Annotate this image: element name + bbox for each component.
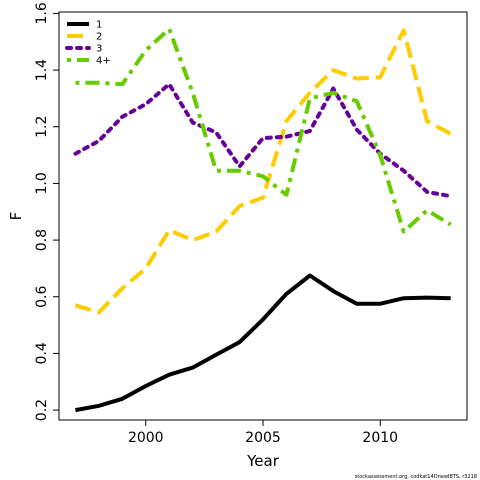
- y-tick-label: 0.8: [34, 229, 50, 251]
- legend-label-1: 1: [96, 20, 102, 31]
- x-tick-label: 2010: [362, 430, 398, 446]
- y-tick-label: 0.4: [34, 342, 50, 364]
- legend-label-3: 3: [96, 44, 102, 55]
- legend-label-4: 4+: [96, 56, 111, 67]
- series-line-3: [73, 82, 453, 199]
- series-line-2: [74, 28, 452, 315]
- y-axis: 0.2 0.4 0.6 0.8 1.0 1.2 1.4 1.6: [34, 2, 59, 421]
- series-line-1: [75, 273, 451, 413]
- series-layer: [73, 27, 453, 413]
- plot-frame: [58, 11, 468, 421]
- series-line-4: [75, 27, 452, 234]
- y-tick-label: 1.4: [34, 59, 50, 81]
- legend-label-2: 2: [96, 32, 102, 43]
- y-tick-label: 0.2: [34, 399, 50, 421]
- y-tick-label: 1.0: [34, 172, 50, 194]
- y-tick-label: 1.2: [34, 116, 50, 138]
- x-tick-label: 2005: [245, 430, 281, 446]
- y-tick-label: 0.6: [34, 286, 50, 308]
- credit-text: stockassessment.org, codkat14OnewIBTS, r…: [355, 474, 477, 480]
- y-tick-label: 1.6: [34, 2, 50, 24]
- y-axis-label: F: [7, 212, 25, 221]
- x-axis: 2000 2005 2010: [128, 420, 398, 446]
- x-axis-label: Year: [246, 452, 280, 470]
- x-tick-label: 2000: [128, 430, 164, 446]
